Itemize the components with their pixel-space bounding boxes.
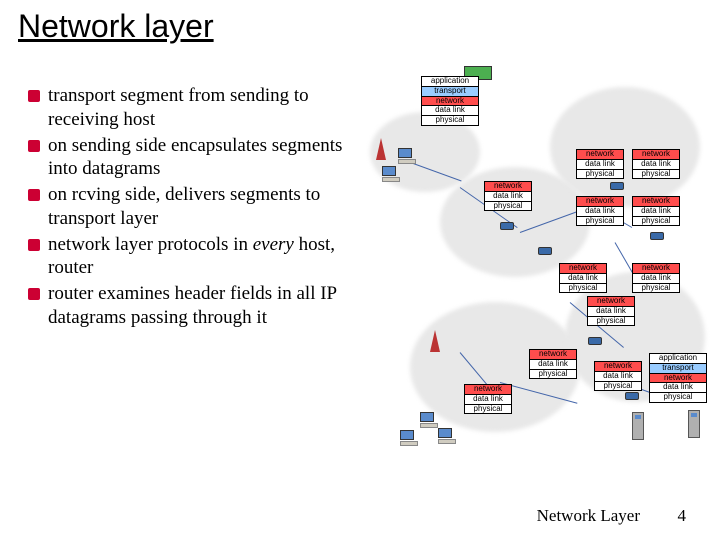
router-icon	[625, 392, 639, 400]
layer-physical: physical	[560, 284, 606, 293]
layer-physical: physical	[465, 405, 511, 414]
layer-physical: physical	[650, 393, 706, 402]
protocol-stack: networkdata linkphysical	[633, 264, 679, 292]
layer-physical: physical	[633, 217, 679, 226]
computer-icon	[398, 148, 416, 166]
antenna-icon	[376, 138, 386, 160]
computer-icon	[420, 412, 438, 430]
computer-icon	[400, 430, 418, 448]
protocol-stack: networkdata linkphysical	[633, 197, 679, 225]
bullet-text: network layer protocols in every host, r…	[48, 233, 368, 281]
bullet-icon	[28, 140, 40, 152]
router-icon	[650, 232, 664, 240]
router-icon	[538, 247, 552, 255]
router-icon	[610, 182, 624, 190]
bullet-icon	[28, 239, 40, 251]
protocol-stack: networkdata linkphysical	[588, 297, 634, 325]
protocol-stack: applicationtransportnetworkdata linkphys…	[650, 354, 706, 402]
bullet-icon	[28, 90, 40, 102]
layer-physical: physical	[588, 317, 634, 326]
protocol-stack: networkdata linkphysical	[577, 197, 623, 225]
protocol-stack: applicationtransportnetworkdata linkphys…	[422, 77, 478, 125]
protocol-stack: networkdata linkphysical	[577, 150, 623, 178]
footer-label: Network Layer	[537, 506, 640, 526]
network-cloud	[550, 87, 700, 207]
layer-physical: physical	[633, 284, 679, 293]
protocol-stack: networkdata linkphysical	[485, 182, 531, 210]
protocol-stack: networkdata linkphysical	[530, 350, 576, 378]
layer-physical: physical	[577, 170, 623, 179]
server-icon	[688, 410, 700, 438]
bullet-icon	[28, 189, 40, 201]
layer-physical: physical	[577, 217, 623, 226]
protocol-stack: networkdata linkphysical	[633, 150, 679, 178]
protocol-stack: networkdata linkphysical	[560, 264, 606, 292]
network-diagram: applicationtransportnetworkdata linkphys…	[370, 72, 710, 482]
bullet-text: router examines header fields in all IP …	[48, 282, 368, 330]
computer-icon	[438, 428, 456, 446]
bullet-text: on sending side encapsulates segments in…	[48, 134, 368, 182]
bullet-text: transport segment from sending to receiv…	[48, 84, 368, 132]
router-icon	[500, 222, 514, 230]
computer-icon	[382, 166, 400, 184]
bullet-icon	[28, 288, 40, 300]
layer-physical: physical	[633, 170, 679, 179]
protocol-stack: networkdata linkphysical	[595, 362, 641, 390]
layer-physical: physical	[595, 382, 641, 391]
bullet-list: transport segment from sending to receiv…	[28, 84, 368, 332]
layer-physical: physical	[422, 116, 478, 125]
protocol-stack: networkdata linkphysical	[465, 385, 511, 413]
server-icon	[632, 412, 644, 440]
page-number: 4	[678, 506, 687, 526]
slide-title: Network layer	[18, 8, 214, 45]
antenna-icon	[430, 330, 440, 352]
layer-physical: physical	[485, 202, 531, 211]
bullet-text: on rcving side, delivers segments to tra…	[48, 183, 368, 231]
layer-physical: physical	[530, 370, 576, 379]
router-icon	[588, 337, 602, 345]
